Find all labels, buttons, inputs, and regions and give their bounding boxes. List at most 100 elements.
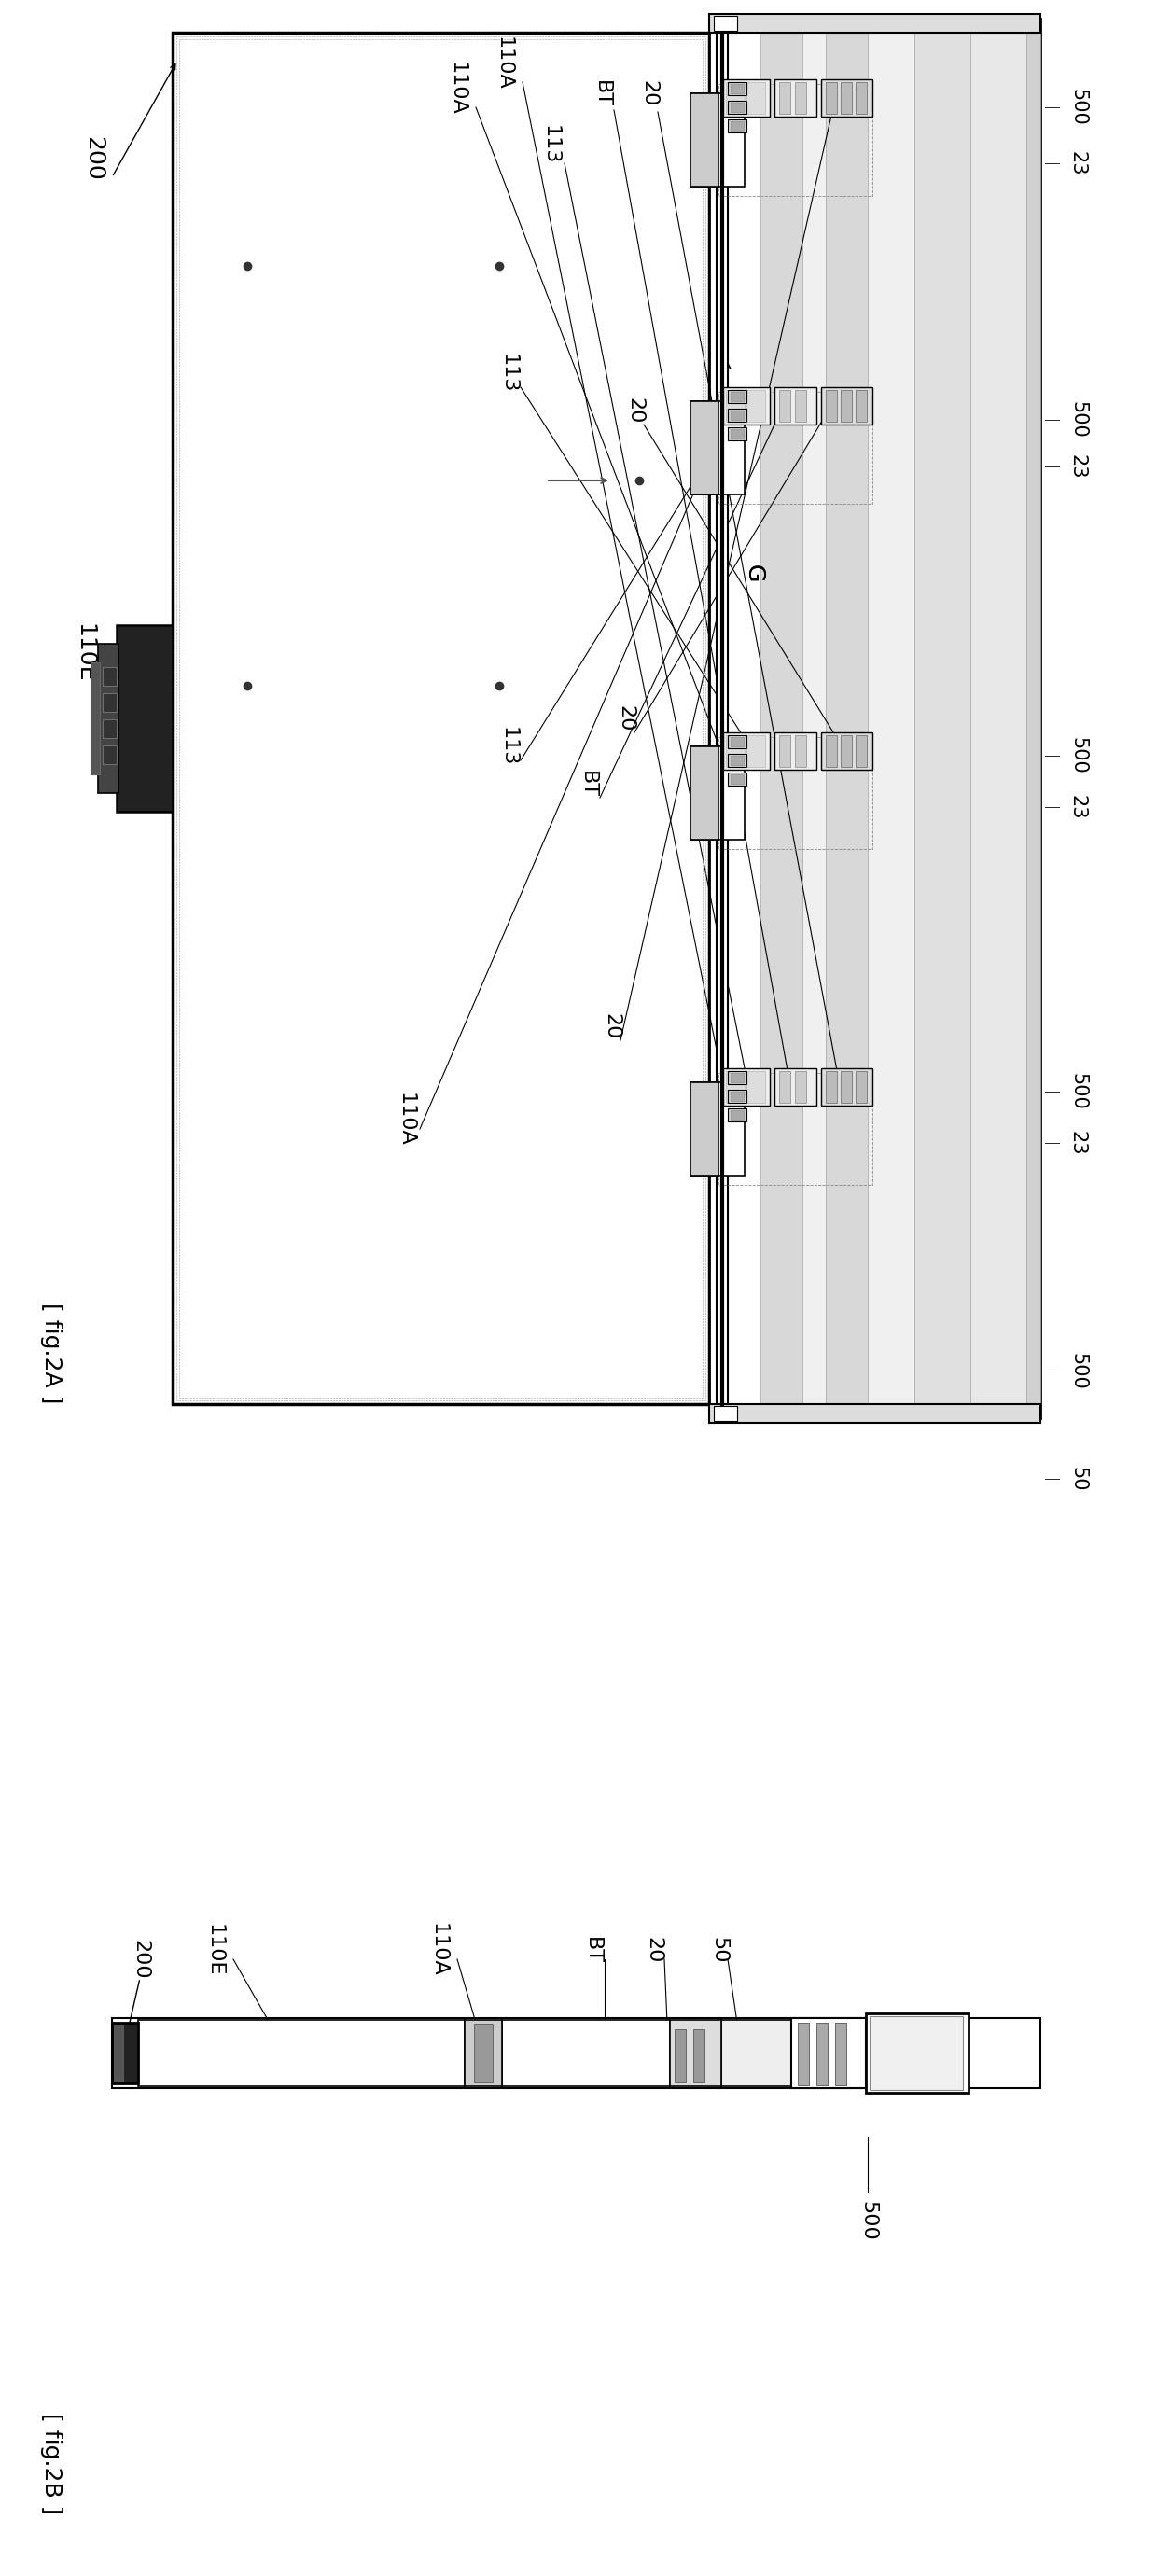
Bar — [691, 747, 718, 840]
Text: 23: 23 — [1068, 793, 1088, 819]
Bar — [723, 732, 769, 770]
Bar — [730, 755, 744, 765]
Bar — [675, 2030, 686, 2081]
Bar — [856, 389, 867, 422]
Bar — [474, 2025, 493, 2081]
Bar — [746, 389, 765, 422]
Bar — [728, 410, 746, 422]
Bar — [779, 82, 790, 113]
Bar — [714, 15, 737, 31]
Bar — [870, 2017, 963, 2089]
Bar — [117, 626, 172, 811]
Bar — [103, 667, 117, 685]
Bar — [798, 2022, 809, 2084]
Bar — [730, 1092, 744, 1100]
Bar — [774, 732, 817, 770]
Bar — [730, 85, 744, 93]
Text: 110E: 110E — [205, 1924, 224, 1976]
Bar — [728, 82, 746, 95]
Bar — [826, 18, 868, 1419]
Bar — [728, 100, 746, 113]
Text: 200: 200 — [131, 1940, 149, 1978]
Text: 110A: 110A — [494, 36, 514, 90]
Text: 110E: 110E — [73, 623, 95, 683]
Bar — [691, 402, 718, 495]
Bar — [103, 719, 117, 737]
Text: 20: 20 — [616, 706, 634, 732]
Text: 9: 9 — [736, 404, 753, 415]
Text: 23: 23 — [1068, 152, 1088, 175]
Bar — [835, 2022, 846, 2084]
Bar — [103, 693, 117, 711]
Text: 500: 500 — [1068, 402, 1088, 438]
Bar — [774, 80, 817, 116]
Text: 113: 113 — [499, 353, 518, 394]
Bar — [718, 85, 872, 196]
Bar — [779, 389, 790, 422]
Bar — [691, 1082, 745, 1175]
Bar — [730, 410, 744, 420]
Bar — [826, 1072, 837, 1103]
Bar — [841, 1072, 852, 1103]
Bar — [795, 1072, 806, 1103]
Bar — [760, 18, 803, 1419]
Bar — [730, 103, 744, 111]
Bar — [856, 1072, 867, 1103]
Text: 50: 50 — [709, 1937, 728, 1963]
Text: 50: 50 — [1068, 1466, 1088, 1492]
Text: 23: 23 — [1068, 1131, 1088, 1154]
Bar — [868, 18, 914, 1419]
Bar — [841, 734, 852, 768]
Bar — [865, 2014, 968, 2092]
Bar — [746, 1072, 765, 1103]
Text: 500: 500 — [1068, 88, 1088, 126]
Bar — [691, 93, 718, 185]
Bar — [728, 389, 746, 402]
Bar — [98, 644, 118, 793]
Bar — [112, 2022, 138, 2084]
Text: [ fig.2B ]: [ fig.2B ] — [40, 2414, 62, 2514]
Text: G: G — [743, 564, 765, 582]
Bar — [730, 430, 744, 438]
Bar — [721, 2020, 791, 2087]
Bar — [971, 18, 1026, 1419]
Bar — [791, 2017, 865, 2089]
Bar — [728, 755, 746, 768]
Bar — [113, 2025, 123, 2081]
Bar — [725, 82, 745, 113]
Text: 23: 23 — [1068, 453, 1088, 479]
Bar — [714, 1406, 737, 1422]
Bar — [795, 734, 806, 768]
Text: 110A: 110A — [429, 1924, 448, 1976]
Bar — [779, 734, 790, 768]
Bar — [826, 82, 837, 113]
Bar — [693, 2030, 705, 2081]
Bar — [1026, 18, 1040, 1419]
Bar — [821, 1069, 872, 1105]
Bar — [465, 2020, 502, 2087]
Bar — [856, 82, 867, 113]
Bar — [728, 428, 746, 440]
Bar — [502, 2020, 670, 2087]
Text: BT: BT — [583, 1937, 602, 1963]
Text: 9: 9 — [736, 95, 753, 106]
Text: 20: 20 — [643, 1937, 663, 1963]
Bar — [826, 734, 837, 768]
Bar — [728, 118, 746, 131]
Bar — [709, 13, 1040, 33]
Bar — [779, 1072, 790, 1103]
Bar — [803, 18, 826, 1419]
Bar — [728, 734, 746, 747]
Bar — [718, 737, 872, 850]
Bar — [730, 1074, 744, 1082]
Bar — [774, 1069, 817, 1105]
Bar — [730, 775, 744, 783]
Text: 200: 200 — [82, 137, 104, 180]
Bar — [821, 386, 872, 425]
Text: 110A: 110A — [397, 1092, 415, 1146]
Text: [ fig.2A ]: [ fig.2A ] — [40, 1303, 62, 1404]
Bar — [728, 1090, 746, 1103]
Text: 20: 20 — [639, 80, 658, 106]
Bar — [709, 1404, 1040, 1422]
Text: 20: 20 — [602, 1012, 620, 1041]
